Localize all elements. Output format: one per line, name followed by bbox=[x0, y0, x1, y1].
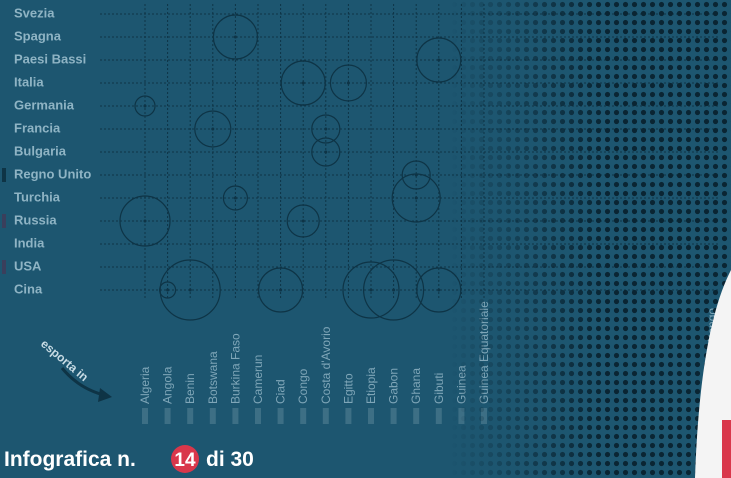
column-label: Gabon bbox=[387, 368, 401, 404]
column-marker bbox=[300, 408, 307, 424]
row-label: Regno Unito bbox=[14, 166, 91, 181]
bubble-center bbox=[324, 127, 328, 131]
row-label: Cina bbox=[14, 281, 43, 296]
bubble bbox=[280, 60, 326, 106]
column-marker bbox=[322, 408, 329, 424]
column-marker bbox=[164, 408, 171, 424]
column-label: Gibuti bbox=[432, 373, 446, 404]
bubble bbox=[363, 259, 425, 321]
column-marker bbox=[232, 408, 239, 424]
row-label: Paesi Bassi bbox=[14, 51, 86, 66]
bubble bbox=[391, 173, 441, 223]
bubble bbox=[222, 185, 248, 211]
column-label: Botswana bbox=[206, 351, 220, 404]
bubble-center bbox=[166, 288, 170, 292]
row-label: Bulgaria bbox=[14, 143, 67, 158]
number-badge bbox=[171, 445, 199, 473]
column-marker bbox=[413, 408, 420, 424]
bubble bbox=[311, 137, 341, 167]
bubble-center bbox=[233, 35, 237, 39]
column-marker bbox=[255, 408, 261, 424]
bubble-center bbox=[437, 58, 441, 62]
bubble-center bbox=[437, 288, 441, 292]
bubble-center bbox=[301, 219, 305, 223]
footer-prefix: Infografica n. bbox=[4, 448, 136, 471]
footer-suffix: di 30 bbox=[206, 448, 254, 471]
row-label: Francia bbox=[14, 120, 61, 135]
halftone bbox=[450, 0, 731, 478]
bubble-center bbox=[346, 81, 350, 85]
row-label: Spagna bbox=[14, 28, 62, 43]
bubble bbox=[212, 14, 258, 60]
column-marker bbox=[368, 408, 374, 424]
column-label: Burkina Faso bbox=[228, 333, 242, 404]
row-label: India bbox=[14, 235, 45, 250]
bubble-center bbox=[143, 104, 147, 108]
column-marker bbox=[345, 408, 352, 424]
row-label: Svezia bbox=[14, 5, 55, 20]
bubble bbox=[159, 259, 221, 321]
column-label: Costa d'Avorio bbox=[319, 326, 333, 404]
bubble bbox=[134, 95, 156, 117]
column-marker bbox=[277, 408, 284, 424]
bubble-center bbox=[211, 127, 215, 131]
bubble-center bbox=[369, 288, 373, 292]
bubble bbox=[194, 110, 232, 148]
bubble-center bbox=[324, 150, 328, 154]
row-marker bbox=[2, 260, 6, 274]
row-label: Turchia bbox=[14, 189, 61, 204]
column-label: Congo bbox=[296, 368, 310, 404]
bubble-center bbox=[233, 196, 237, 200]
bubble bbox=[311, 114, 341, 144]
bubble bbox=[329, 64, 367, 102]
column-marker bbox=[142, 408, 148, 424]
bubble bbox=[342, 261, 400, 319]
column-marker bbox=[435, 408, 442, 424]
column-label: Angola bbox=[161, 366, 175, 404]
row-label: USA bbox=[14, 258, 42, 273]
bubble-center bbox=[143, 219, 147, 223]
column-label: Etiopia bbox=[364, 367, 378, 404]
column-marker bbox=[209, 408, 216, 424]
bubble bbox=[258, 267, 304, 313]
red-strip bbox=[722, 420, 731, 478]
column-label: Camerun bbox=[251, 355, 265, 404]
bubble-center bbox=[301, 81, 305, 85]
column-marker bbox=[390, 408, 397, 424]
column-label: Egitto bbox=[341, 373, 355, 404]
row-marker bbox=[2, 214, 6, 228]
bubble-center bbox=[414, 196, 418, 200]
bubble bbox=[286, 204, 320, 238]
row-label: Germania bbox=[14, 97, 75, 112]
bubble-center bbox=[188, 288, 192, 292]
row-label: Italia bbox=[14, 74, 44, 89]
footer-number: 14 bbox=[174, 450, 196, 471]
column-label: Algeria bbox=[138, 366, 152, 404]
arrow-head bbox=[98, 388, 112, 402]
bubble-center bbox=[392, 288, 396, 292]
column-label: Ghana bbox=[409, 368, 423, 404]
bubble bbox=[401, 160, 431, 190]
column-label: Benin bbox=[183, 373, 197, 404]
column-marker bbox=[187, 408, 194, 424]
bubble bbox=[119, 195, 171, 247]
row-label: Russia bbox=[14, 212, 57, 227]
row-marker bbox=[2, 168, 6, 182]
bubble-center bbox=[279, 288, 283, 292]
column-label: Ciad bbox=[274, 379, 288, 404]
